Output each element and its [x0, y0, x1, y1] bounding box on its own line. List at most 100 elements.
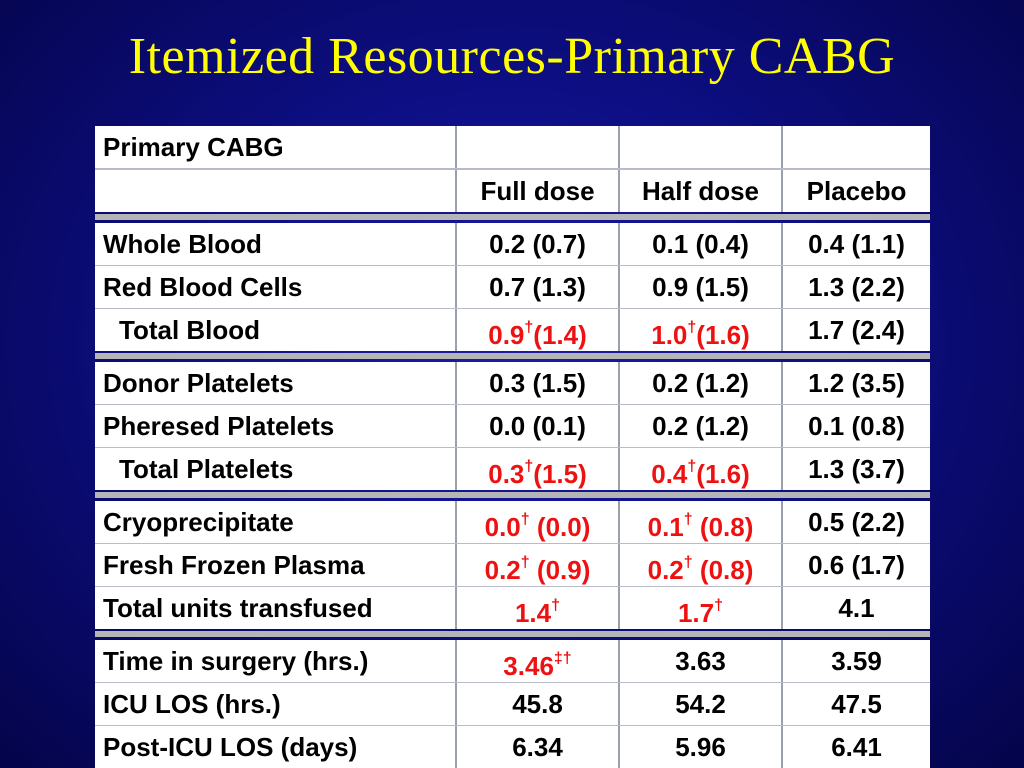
table-column-header-row: Full dose Half dose Placebo — [95, 170, 930, 212]
value-cell: 0.0† (0.0) — [457, 501, 620, 543]
table-row: Total Blood 0.9†(1.4) 1.0†(1.6) 1.7 (2.4) — [95, 309, 930, 351]
resources-table: Primary CABG Full dose Half dose Placebo Who… — [95, 126, 930, 768]
value-cell: 47.5 — [783, 683, 930, 725]
value-cell: 0.5 (2.2) — [783, 501, 930, 543]
value-cell: 0.1 (0.4) — [620, 223, 783, 265]
table-row: Total units transfused 1.4† 1.7† 4.1 — [95, 587, 930, 629]
row-label: Total units transfused — [95, 587, 457, 629]
significance-marker: † — [520, 553, 530, 571]
value-cell: 1.7† — [620, 587, 783, 629]
significance-marker: † — [520, 510, 530, 528]
highlighted-value: 1.4† — [515, 596, 561, 629]
row-label: Post-ICU LOS (days) — [95, 726, 457, 768]
value-sd: (1.5) — [533, 458, 587, 489]
row-label: Red Blood Cells — [95, 266, 457, 308]
column-header: Half dose — [620, 170, 783, 212]
column-header: Placebo — [783, 170, 930, 212]
value-cell: 0.2† (0.8) — [620, 544, 783, 586]
row-label: Cryoprecipitate — [95, 501, 457, 543]
table-row: Red Blood Cells 0.7 (1.3) 0.9 (1.5) 1.3 (2.… — [95, 266, 930, 310]
value-main: 0.9 — [488, 319, 525, 350]
table-row: Donor Platelets 0.3 (1.5) 0.2 (1.2) 1.2 (3.… — [95, 362, 930, 406]
value-cell: 0.0 (0.1) — [457, 405, 620, 447]
value-cell: 5.96 — [620, 726, 783, 768]
highlighted-value: 0.9†(1.4) — [488, 318, 587, 351]
value-cell: 0.9 (1.5) — [620, 266, 783, 308]
value-cell: 0.2 (1.2) — [620, 405, 783, 447]
column-header: Full dose — [457, 170, 620, 212]
table-corner-label: Primary CABG — [95, 126, 457, 168]
value-cell: 6.34 — [457, 726, 620, 768]
value-main: 0.2 — [647, 554, 684, 585]
value-sd: (0.8) — [692, 554, 754, 585]
value-cell: 0.2 (0.7) — [457, 223, 620, 265]
value-cell: 1.0†(1.6) — [620, 309, 783, 351]
significance-marker: † — [683, 553, 693, 571]
empty-header-cell — [783, 126, 930, 168]
value-cell: 3.63 — [620, 640, 783, 682]
significance-marker: † — [714, 596, 724, 614]
value-main: 0.1 — [647, 511, 684, 542]
table-row: Time in surgery (hrs.) 3.46‡† 3.63 3.59 — [95, 640, 930, 684]
empty-header-cell — [620, 126, 783, 168]
significance-marker: † — [524, 457, 534, 475]
significance-marker: † — [551, 596, 561, 614]
significance-marker: † — [687, 457, 697, 475]
row-label: Donor Platelets — [95, 362, 457, 404]
value-cell: 0.4†(1.6) — [620, 448, 783, 490]
significance-marker: † — [524, 318, 534, 336]
value-cell: 6.41 — [783, 726, 930, 768]
value-cell: 0.2 (1.2) — [620, 362, 783, 404]
group-separator — [95, 214, 930, 220]
value-sd: (1.4) — [533, 319, 587, 350]
row-label: Whole Blood — [95, 223, 457, 265]
highlighted-value: 0.0† (0.0) — [485, 510, 591, 543]
value-cell: 0.7 (1.3) — [457, 266, 620, 308]
table-row: Whole Blood 0.2 (0.7) 0.1 (0.4) 0.4 (1.1) — [95, 223, 930, 267]
value-main: 0.2 — [484, 554, 521, 585]
group-separator — [95, 492, 930, 498]
row-label: Total Platelets — [95, 448, 457, 490]
value-cell: 1.7 (2.4) — [783, 309, 930, 351]
table-row: Total Platelets 0.3†(1.5) 0.4†(1.6) 1.3 (3.… — [95, 448, 930, 490]
value-sd: (0.0) — [529, 511, 591, 542]
row-label: Pheresed Platelets — [95, 405, 457, 447]
highlighted-value: 1.0†(1.6) — [651, 318, 750, 351]
row-label: Total Blood — [95, 309, 457, 351]
highlighted-value: 1.7† — [677, 596, 724, 629]
significance-marker: ‡† — [553, 649, 572, 667]
value-cell: 0.2† (0.9) — [457, 544, 620, 586]
significance-marker: † — [687, 318, 697, 336]
value-cell: 4.1 — [783, 587, 930, 629]
value-main: 1.7 — [677, 597, 715, 628]
value-cell: 1.2 (3.5) — [783, 362, 930, 404]
value-main: 3.46 — [503, 650, 554, 681]
value-cell: 45.8 — [457, 683, 620, 725]
value-cell: 0.9†(1.4) — [457, 309, 620, 351]
significance-marker: † — [683, 510, 693, 528]
highlighted-value: 0.4†(1.6) — [651, 457, 750, 490]
highlighted-value: 0.3†(1.5) — [488, 457, 587, 490]
empty-header-cell — [95, 170, 457, 212]
value-cell: 0.6 (1.7) — [783, 544, 930, 586]
group-separator — [95, 353, 930, 359]
value-cell: 3.59 — [783, 640, 930, 682]
row-label: Fresh Frozen Plasma — [95, 544, 457, 586]
highlighted-value: 0.2† (0.9) — [484, 553, 591, 586]
table-row: Fresh Frozen Plasma 0.2† (0.9) 0.2† (0.8) 0… — [95, 544, 930, 588]
row-label: Time in surgery (hrs.) — [95, 640, 457, 682]
value-cell: 1.3 (2.2) — [783, 266, 930, 308]
value-sd: (1.6) — [696, 458, 750, 489]
value-cell: 0.4 (1.1) — [783, 223, 930, 265]
table-row: Pheresed Platelets 0.0 (0.1) 0.2 (1.2) 0.1 … — [95, 405, 930, 449]
value-main: 0.3 — [488, 458, 525, 489]
value-main: 0.4 — [651, 458, 688, 489]
slide-title: Itemized Resources-Primary CABG — [128, 28, 896, 85]
table-row: ICU LOS (hrs.) 45.8 54.2 47.5 — [95, 683, 930, 727]
row-label: ICU LOS (hrs.) — [95, 683, 457, 725]
empty-header-cell — [457, 126, 620, 168]
value-main: 1.0 — [651, 319, 688, 350]
value-cell: 3.46‡† — [457, 640, 620, 682]
table-row: Post-ICU LOS (days) 6.34 5.96 6.41 — [95, 726, 930, 768]
value-cell: 0.1 (0.8) — [783, 405, 930, 447]
